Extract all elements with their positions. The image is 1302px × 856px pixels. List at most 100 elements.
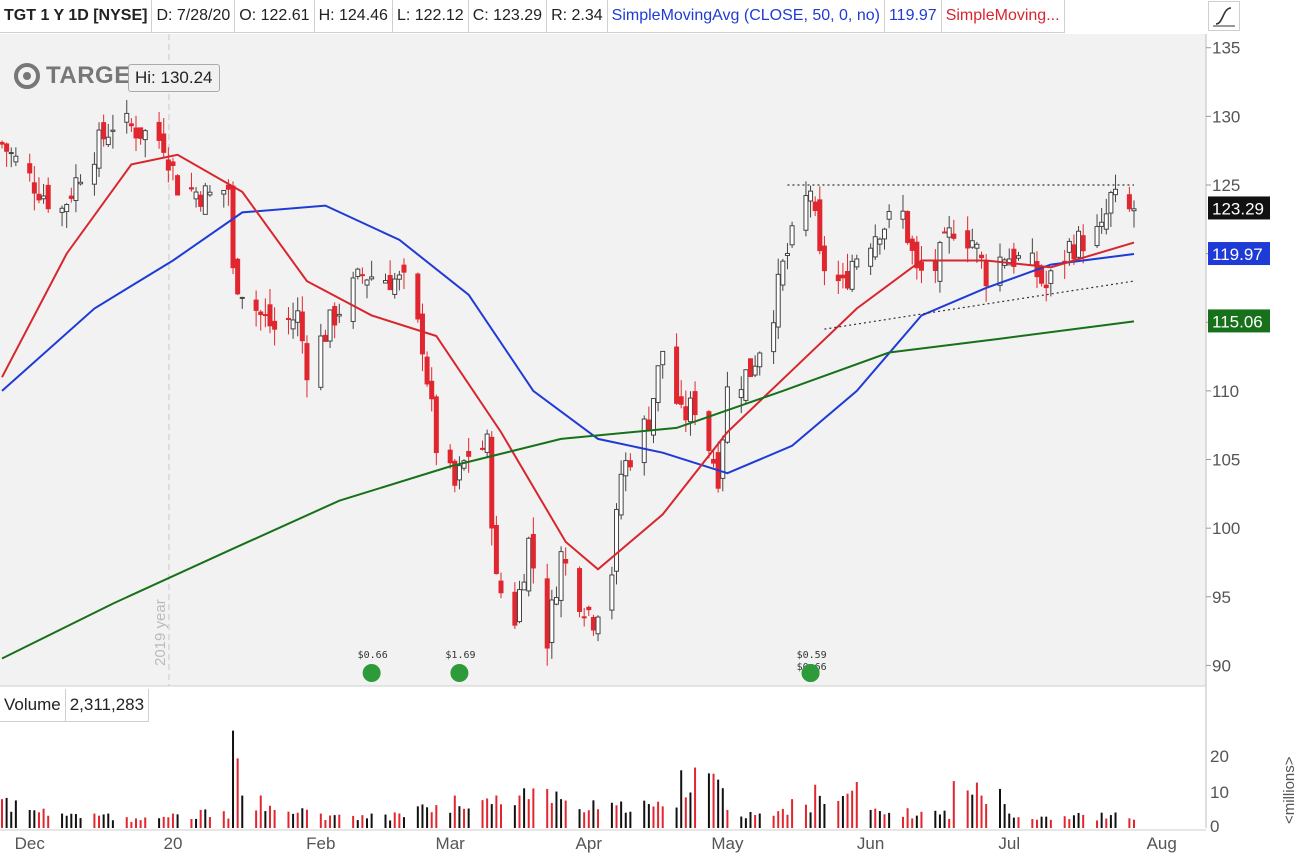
- candle[interactable]: [997, 256, 1003, 286]
- sma-other-study-label[interactable]: SimpleMoving...: [941, 0, 1065, 33]
- candle[interactable]: [1011, 248, 1017, 267]
- candle[interactable]: [881, 228, 887, 240]
- symbol-label[interactable]: TGT 1 Y 1D [NYSE]: [0, 0, 153, 33]
- candle[interactable]: [415, 273, 421, 320]
- candle[interactable]: [918, 261, 924, 271]
- candle[interactable]: [544, 578, 550, 649]
- candle[interactable]: [577, 568, 583, 612]
- candle[interactable]: [655, 365, 661, 404]
- candle[interactable]: [942, 231, 948, 234]
- candle[interactable]: [738, 389, 744, 399]
- candle[interactable]: [821, 245, 827, 272]
- candle[interactable]: [78, 181, 84, 185]
- candle[interactable]: [387, 274, 393, 291]
- candle[interactable]: [650, 398, 656, 436]
- candle[interactable]: [1099, 221, 1105, 227]
- candle[interactable]: [775, 273, 781, 328]
- candle[interactable]: [142, 130, 148, 141]
- candle[interactable]: [845, 271, 851, 289]
- candle[interactable]: [13, 155, 19, 163]
- volume-plot-area[interactable]: [0, 723, 1206, 830]
- candle[interactable]: [692, 391, 698, 416]
- candle[interactable]: [45, 184, 51, 210]
- candle[interactable]: [295, 310, 301, 323]
- candle[interactable]: [267, 304, 273, 327]
- candle[interactable]: [586, 606, 592, 611]
- candle[interactable]: [553, 597, 559, 605]
- candle[interactable]: [623, 460, 629, 477]
- candle[interactable]: [854, 258, 860, 268]
- candle[interactable]: [27, 163, 33, 174]
- candle[interactable]: [262, 314, 268, 317]
- dividend-icon[interactable]: [801, 664, 820, 682]
- candle[interactable]: [350, 277, 356, 322]
- candle[interactable]: [105, 136, 111, 146]
- candle[interactable]: [808, 190, 814, 202]
- candle[interactable]: [424, 356, 430, 385]
- candle[interactable]: [835, 274, 841, 282]
- candle[interactable]: [724, 386, 730, 443]
- candle[interactable]: [392, 278, 398, 295]
- candle[interactable]: [299, 311, 305, 342]
- candle[interactable]: [549, 599, 555, 643]
- candle[interactable]: [175, 175, 181, 196]
- candle[interactable]: [590, 616, 596, 631]
- candle[interactable]: [364, 279, 370, 286]
- candle[interactable]: [900, 210, 906, 220]
- candle[interactable]: [253, 299, 259, 311]
- candle[interactable]: [433, 396, 439, 454]
- candle[interactable]: [974, 243, 980, 249]
- candle[interactable]: [170, 161, 176, 167]
- candle[interactable]: [784, 252, 790, 256]
- candle[interactable]: [581, 616, 587, 619]
- price-plot-area[interactable]: [0, 34, 1206, 686]
- candle[interactable]: [31, 182, 37, 194]
- candle[interactable]: [396, 274, 402, 280]
- candle[interactable]: [516, 589, 522, 623]
- candle[interactable]: [868, 247, 874, 267]
- candle[interactable]: [484, 433, 490, 453]
- candle[interactable]: [1126, 194, 1132, 210]
- candle[interactable]: [332, 306, 338, 326]
- candle[interactable]: [258, 311, 264, 316]
- candle[interactable]: [156, 121, 162, 141]
- candle[interactable]: [1113, 188, 1119, 196]
- candle[interactable]: [498, 580, 504, 594]
- candle[interactable]: [165, 159, 171, 171]
- candle[interactable]: [743, 369, 749, 401]
- dividend-icon[interactable]: [362, 664, 381, 682]
- expand-studies-button[interactable]: [1208, 1, 1240, 31]
- candle[interactable]: [318, 335, 324, 388]
- candle[interactable]: [706, 411, 712, 451]
- support-trendline[interactable]: [824, 280, 1135, 330]
- candle[interactable]: [493, 524, 499, 575]
- candle[interactable]: [101, 122, 107, 140]
- candle[interactable]: [771, 322, 777, 353]
- candle[interactable]: [748, 358, 754, 378]
- candle[interactable]: [840, 274, 846, 279]
- candle[interactable]: [1048, 270, 1054, 284]
- candle[interactable]: [530, 534, 536, 569]
- candle[interactable]: [188, 187, 194, 190]
- candle[interactable]: [1103, 213, 1109, 230]
- candle[interactable]: [1076, 230, 1082, 258]
- candle[interactable]: [877, 238, 883, 245]
- candle[interactable]: [969, 240, 975, 248]
- candle[interactable]: [221, 189, 227, 195]
- candle[interactable]: [225, 184, 231, 190]
- candle[interactable]: [817, 199, 823, 252]
- candle[interactable]: [965, 230, 971, 249]
- candle[interactable]: [886, 210, 892, 220]
- candle[interactable]: [456, 465, 462, 481]
- candle[interactable]: [272, 320, 278, 330]
- candle[interactable]: [64, 204, 70, 213]
- candle[interactable]: [627, 460, 633, 468]
- candle[interactable]: [674, 346, 680, 404]
- candle[interactable]: [526, 537, 532, 592]
- candle[interactable]: [369, 276, 375, 280]
- candle[interactable]: [96, 129, 102, 169]
- candle[interactable]: [235, 258, 241, 295]
- candle[interactable]: [609, 574, 615, 611]
- candle[interactable]: [124, 112, 130, 123]
- candle[interactable]: [812, 201, 818, 212]
